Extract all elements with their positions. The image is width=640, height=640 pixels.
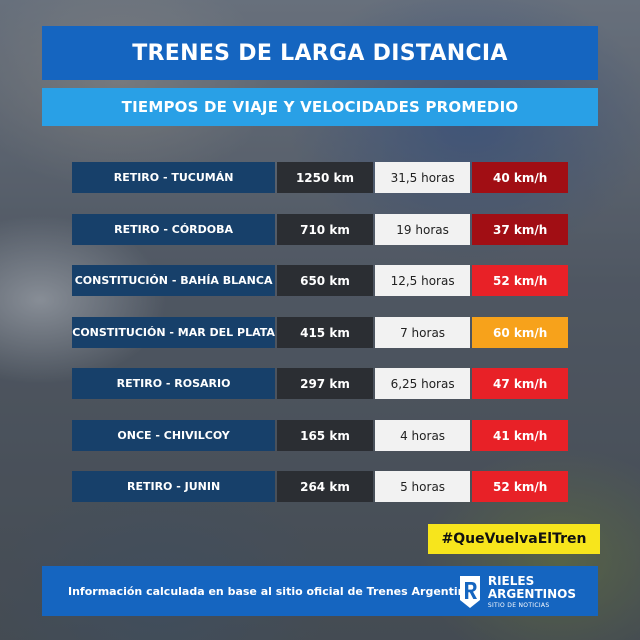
route-travel-time: 5 horas [374, 471, 471, 502]
brand-logo: RIELES ARGENTINOS SITIO DE NOTICIAS [458, 575, 576, 609]
route-travel-time: 31,5 horas [374, 162, 471, 193]
route-distance: 710 km [277, 214, 373, 245]
route-distance: 415 km [277, 317, 373, 348]
route-average-speed: 52 km/h [472, 265, 568, 296]
route-distance: 264 km [277, 471, 373, 502]
table-row: RETIRO - ROSARIO 297 km 6,25 horas 47 km… [72, 368, 568, 399]
footer-bar: Información calculada en base al sitio o… [42, 566, 598, 616]
route-average-speed: 52 km/h [472, 471, 568, 502]
route-name: RETIRO - CÓRDOBA [72, 214, 276, 245]
route-distance: 1250 km [277, 162, 373, 193]
table-row: RETIRO - TUCUMÁN 1250 km 31,5 horas 40 k… [72, 162, 568, 193]
route-distance: 297 km [277, 368, 373, 399]
brand-name-line2: ARGENTINOS [487, 587, 576, 601]
page-subtitle: TIEMPOS DE VIAJE Y VELOCIDADES PROMEDIO [42, 88, 598, 126]
route-average-speed: 41 km/h [472, 420, 568, 451]
table-row: CONSTITUCIÓN - MAR DEL PLATA 415 km 7 ho… [72, 317, 568, 348]
route-travel-time: 12,5 horas [374, 265, 471, 296]
route-name: CONSTITUCIÓN - BAHÍA BLANCA [72, 265, 276, 296]
route-name: RETIRO - JUNIN [72, 471, 276, 502]
route-travel-time: 7 horas [374, 317, 471, 348]
route-travel-time: 4 horas [374, 420, 471, 451]
rail-r-logo-icon [459, 576, 480, 608]
route-average-speed: 37 km/h [472, 214, 568, 245]
table-row: CONSTITUCIÓN - BAHÍA BLANCA 650 km 12,5 … [72, 265, 568, 296]
route-average-speed: 60 km/h [472, 317, 568, 348]
route-average-speed: 47 km/h [472, 368, 568, 399]
route-average-speed: 40 km/h [472, 162, 568, 193]
table-row: RETIRO - JUNIN 264 km 5 horas 52 km/h [72, 471, 568, 502]
hashtag-badge: #QueVuelvaElTren [428, 524, 600, 554]
route-name: RETIRO - ROSARIO [72, 368, 276, 399]
footer-source-note: Información calculada en base al sitio o… [68, 584, 480, 598]
route-name: RETIRO - TUCUMÁN [72, 162, 276, 193]
table-row: ONCE - CHIVILCOY 165 km 4 horas 41 km/h [72, 420, 568, 451]
route-distance: 650 km [277, 265, 373, 296]
table-row: RETIRO - CÓRDOBA 710 km 19 horas 37 km/h [72, 214, 568, 245]
page-title: TRENES DE LARGA DISTANCIA [42, 26, 598, 80]
route-travel-time: 19 horas [374, 214, 471, 245]
route-travel-time: 6,25 horas [374, 368, 471, 399]
route-name: CONSTITUCIÓN - MAR DEL PLATA [72, 317, 276, 348]
route-name: ONCE - CHIVILCOY [72, 420, 276, 451]
route-distance: 165 km [277, 420, 373, 451]
brand-name-line1: RIELES [487, 574, 535, 588]
brand-tagline: SITIO DE NOTICIAS [487, 602, 550, 609]
